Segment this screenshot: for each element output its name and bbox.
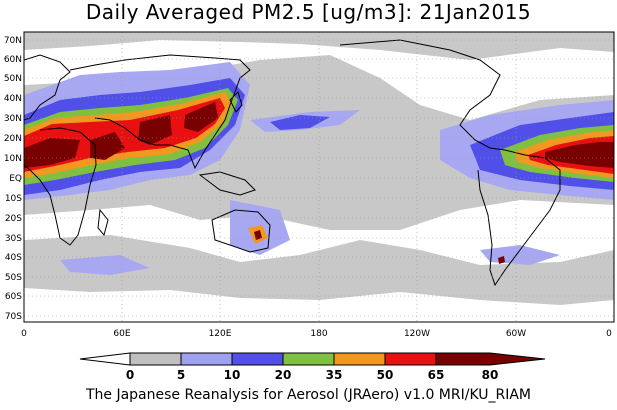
lat-label: 10S <box>5 194 22 204</box>
lat-label: 70N <box>4 36 22 46</box>
colorbar-tick-label: 65 <box>428 368 445 382</box>
colorbar-segment-5-10 <box>129 352 182 366</box>
lat-label: 10N <box>4 154 22 164</box>
colorbar-tick-label: 35 <box>326 368 343 382</box>
lat-label: 60N <box>4 55 22 65</box>
lon-label: 60W <box>506 329 526 339</box>
footer-credit: The Japanese Reanalysis for Aerosol (JRA… <box>85 387 532 403</box>
lon-label: 60E <box>113 329 130 339</box>
coastlines <box>24 39 561 287</box>
colorbar-segment-50-65 <box>333 352 386 366</box>
map-title: Daily Averaged PM2.5 [ug/m3]: 21Jan2015 <box>85 0 532 24</box>
colorbar-tick-label: 0 <box>126 368 134 382</box>
lat-label: 50S <box>5 273 22 283</box>
map-frame <box>23 31 615 323</box>
colorbar-segment-0-5 <box>79 352 131 366</box>
colorbar-tick-label: 5 <box>177 368 185 382</box>
lat-label: EQ <box>9 174 22 184</box>
lat-label: 40N <box>4 94 22 104</box>
longitude-labels: 0 60E 120E 180 120W 60W 0 <box>21 329 612 339</box>
lat-label: 30N <box>4 114 22 124</box>
lat-label: 40S <box>5 253 22 263</box>
pm25-level-80-plus <box>24 102 614 264</box>
colorbar-segment-20-35 <box>231 352 284 366</box>
colorbar-segment-10-20 <box>180 352 233 366</box>
lat-label: 30S <box>5 234 22 244</box>
colorbar-tick-label: 50 <box>377 368 394 382</box>
lon-label: 0 <box>606 329 612 339</box>
lat-label: 60S <box>5 292 22 302</box>
colorbar-labels: 0 5 10 20 35 50 65 80 <box>126 368 499 382</box>
colorbar-tick-label: 20 <box>275 368 292 382</box>
latitude-labels: 70N 60N 50N 40N 30N 20N 10N EQ 10S 20S 3… <box>4 36 22 322</box>
lon-label: 120E <box>209 329 232 339</box>
colorbar-segment-35-50 <box>282 352 335 366</box>
colorbar-segment-80-plus <box>435 352 546 366</box>
lat-label: 20N <box>4 134 22 144</box>
colorbar-segment-65-80 <box>384 352 437 366</box>
lat-label: 70S <box>5 312 22 322</box>
lat-label: 50N <box>4 74 22 84</box>
graticule <box>24 32 614 322</box>
colorbar-tick-label: 80 <box>482 368 499 382</box>
colorbar-tick-label: 10 <box>224 368 241 382</box>
lon-label: 180 <box>310 329 327 339</box>
lon-label: 120W <box>404 329 430 339</box>
colorbar <box>79 352 546 366</box>
lon-label: 0 <box>21 329 27 339</box>
lat-label: 20S <box>5 214 22 224</box>
